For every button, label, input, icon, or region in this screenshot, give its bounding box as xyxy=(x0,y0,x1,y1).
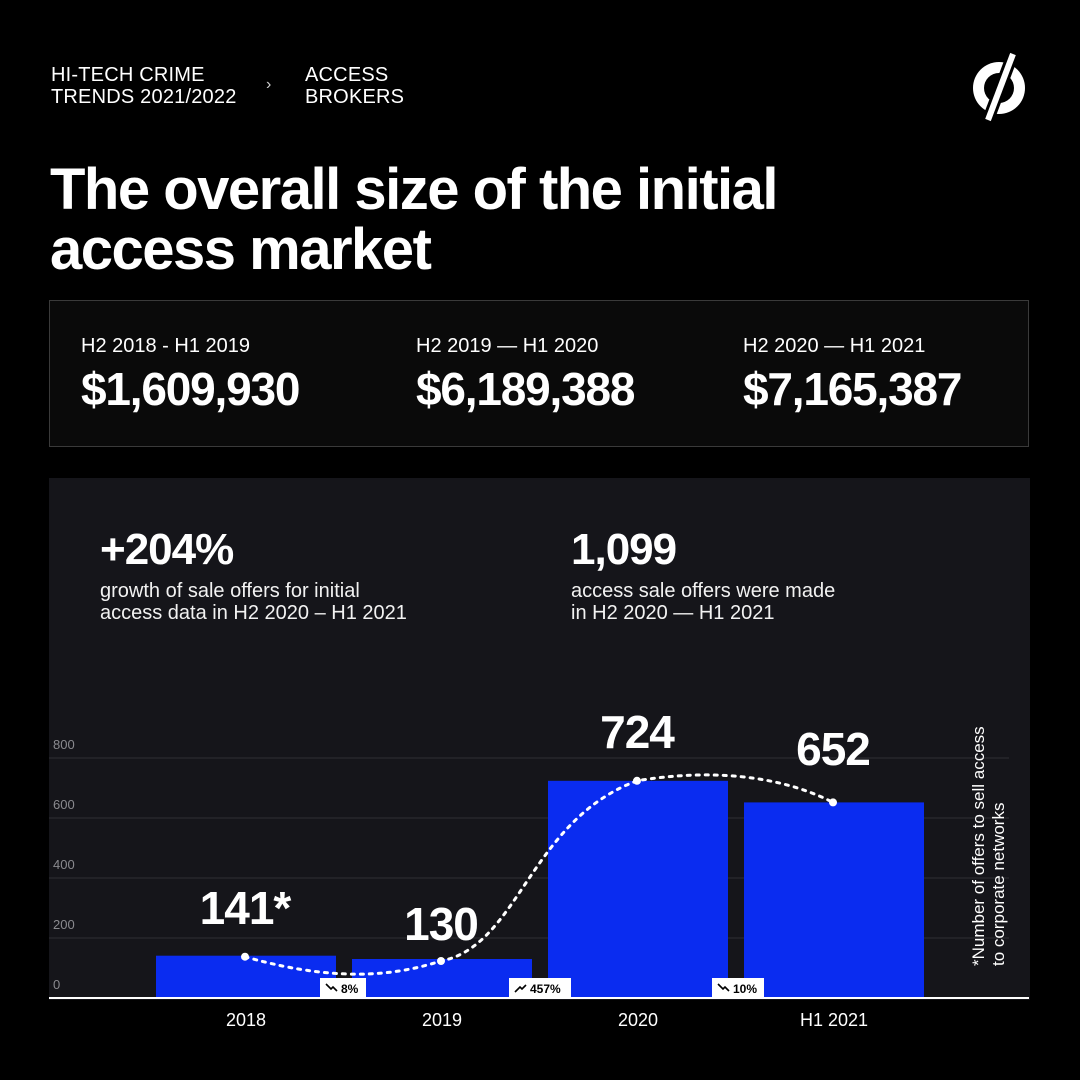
stat-amount: $7,165,387 xyxy=(743,363,962,415)
stat-period: H2 2018 - H1 2019 xyxy=(81,335,251,357)
trend-down-icon xyxy=(325,983,338,992)
breadcrumb-section[interactable]: HI-TECH CRIME TRENDS 2021/2022 xyxy=(51,64,237,108)
x-tick-label: 2020 xyxy=(618,1010,658,1030)
kpi-growth: +204% growth of sale offers for initial … xyxy=(100,525,407,625)
kpi-offers: 1,099 access sale offers were made in H2… xyxy=(571,525,835,625)
breadcrumb-section-line: HI-TECH CRIME xyxy=(51,64,205,86)
kpi-value: +204% xyxy=(100,525,234,574)
chart-panel: +204% growth of sale offers for initial … xyxy=(49,478,1030,1030)
y-tick-label: 800 xyxy=(53,737,75,752)
data-label: 130 xyxy=(404,898,478,950)
page-title: The overall size of the initial access m… xyxy=(50,160,970,280)
data-label: 724 xyxy=(600,706,675,758)
stat-block: H2 2019 — H1 2020 $6,189,388 xyxy=(416,334,635,415)
trend-down-icon xyxy=(717,983,730,992)
trend-point xyxy=(633,776,641,785)
kpi-value: 1,099 xyxy=(571,525,677,574)
stat-amount: $1,609,930 xyxy=(81,363,300,415)
breadcrumb-page-line: ACCESS xyxy=(305,64,389,86)
trend-line xyxy=(243,773,835,976)
breadcrumb-section-line: TRENDS 2021/2022 xyxy=(51,86,237,108)
chart-footnote: *Number of offers to sell accessto corpo… xyxy=(969,726,1008,966)
bar xyxy=(744,802,924,998)
page-title-line: access market xyxy=(50,217,432,282)
kpi-description-line: growth of sale offers for initial xyxy=(100,580,360,602)
y-tick-label: 0 xyxy=(53,977,60,992)
logo-icon[interactable] xyxy=(966,48,1032,124)
trend-up-icon xyxy=(514,984,527,993)
breadcrumb-page[interactable]: ACCESS BROKERS xyxy=(305,64,404,108)
kpi-description-line: in H2 2020 — H1 2021 xyxy=(571,602,775,624)
y-tick-label: 200 xyxy=(53,917,75,932)
x-tick-label: 2018 xyxy=(226,1010,266,1030)
chart-footnote-line: *Number of offers to sell access xyxy=(969,726,988,966)
breadcrumb-chevron-icon: › xyxy=(266,76,272,93)
kpi-description: growth of sale offers for initial access… xyxy=(100,580,407,624)
stat-period: H2 2019 — H1 2020 xyxy=(416,335,599,357)
x-tick-label: 2019 xyxy=(422,1010,462,1030)
stat-block: H2 2018 - H1 2019 $1,609,930 xyxy=(81,334,300,415)
stat-period: H2 2020 — H1 2021 xyxy=(743,335,926,357)
bar xyxy=(352,959,532,998)
market-size-panel: H2 2018 - H1 2019 $1,609,930 H2 2019 — H… xyxy=(49,300,1029,447)
data-label: 141* xyxy=(200,882,292,934)
change-label: 8% xyxy=(341,982,359,996)
bar xyxy=(548,780,728,998)
change-badge xyxy=(712,978,764,998)
kpi-description-line: access sale offers were made xyxy=(571,580,836,602)
trend-point xyxy=(829,798,837,807)
trend-point xyxy=(437,957,445,965)
y-tick-label: 400 xyxy=(53,857,75,872)
bar xyxy=(156,955,336,998)
trend-point xyxy=(241,952,249,961)
bar-chart: 0 200 400 600 800 2018 2019 2020 H1 2021 141* 130 7… xyxy=(49,706,1029,1030)
kpi-description: access sale offers were made in H2 2020 … xyxy=(571,580,835,624)
stat-block: H2 2020 — H1 2021 $7,165,387 xyxy=(743,334,962,415)
change-label: 457% xyxy=(530,982,561,996)
x-tick-label: H1 2021 xyxy=(800,1010,868,1030)
change-badge xyxy=(320,978,366,998)
y-tick-label: 600 xyxy=(53,797,75,812)
data-label: 652 xyxy=(796,723,870,775)
kpi-description-line: access data in H2 2020 – H1 2021 xyxy=(100,602,407,624)
breadcrumb-page-line: BROKERS xyxy=(305,86,405,108)
page-title-line: The overall size of the initial xyxy=(50,157,779,222)
change-label: 10% xyxy=(733,982,757,996)
chart-footnote-line: to corporate networks xyxy=(989,803,1008,966)
stat-amount: $6,189,388 xyxy=(416,363,635,415)
change-badge xyxy=(509,978,571,998)
